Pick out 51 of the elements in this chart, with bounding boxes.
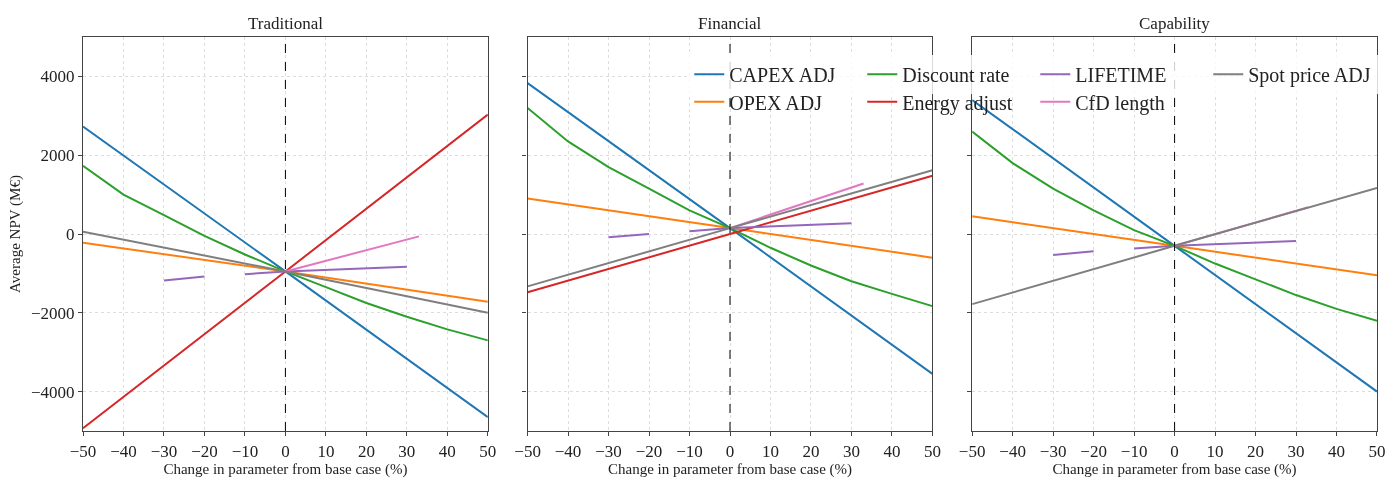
x-tick-label: −40 — [999, 441, 1026, 461]
x-tick-label: 20 — [1247, 441, 1265, 461]
x-tick-label: −50 — [958, 441, 986, 461]
x-tick-label: 0 — [281, 441, 290, 461]
x-tick-label: 10 — [761, 441, 779, 461]
y-tick-label: 0 — [66, 224, 75, 244]
x-tick-label: 50 — [1368, 441, 1386, 461]
x-tick-label: −10 — [231, 441, 259, 461]
x-tick-label: −20 — [1080, 441, 1107, 461]
y-tick-label: −2000 — [30, 303, 75, 323]
y-axis-title: Average NPV (M€) — [7, 175, 25, 293]
x-tick-label: 30 — [398, 441, 416, 461]
x-tick-label: −10 — [1120, 441, 1148, 461]
y-tick-label: 4000 — [40, 67, 75, 87]
line-series — [83, 164, 488, 342]
x-tick-label: −50 — [514, 441, 541, 461]
x-tick-label: −30 — [1039, 441, 1067, 461]
x-tick-label: −50 — [69, 441, 97, 461]
x-tick-label: 10 — [317, 441, 335, 461]
x-tick-label: 50 — [923, 441, 941, 461]
x-tick-label: 0 — [725, 441, 735, 461]
x-tick-label: −20 — [191, 441, 218, 461]
x-tick-label: 20 — [357, 441, 375, 461]
x-tick-label: 0 — [1170, 441, 1179, 461]
x-axis-title: Change in parameter from base case (%) — [607, 460, 853, 478]
x-tick-label: −20 — [635, 441, 663, 461]
y-tick-label: 2000 — [40, 146, 75, 166]
x-axis-title: Change in parameter from base case (%) — [163, 460, 408, 478]
x-tick-label: 40 — [883, 441, 901, 461]
x-tick-label: −30 — [595, 441, 622, 461]
legend-label: Discount rate — [902, 64, 1010, 87]
chart-title: Capability — [1139, 14, 1211, 33]
x-axis-title: Change in parameter from base case (%) — [1052, 460, 1297, 478]
chart-title: Financial — [698, 14, 762, 33]
x-tick-label: 30 — [842, 441, 860, 461]
y-tick-label: −4000 — [30, 382, 75, 402]
x-tick-label: −40 — [554, 441, 582, 461]
x-tick-label: 30 — [1287, 441, 1305, 461]
x-tick-label: 40 — [1328, 441, 1346, 461]
x-tick-label: 10 — [1206, 441, 1224, 461]
x-tick-label: −30 — [150, 441, 178, 461]
x-tick-label: 40 — [438, 441, 456, 461]
legend-label: LIFETIME — [1075, 64, 1167, 87]
chart-title: Traditional — [248, 14, 324, 33]
legend-label: Spot price ADJ — [1248, 64, 1371, 88]
legend-label: CfD length — [1075, 91, 1165, 115]
x-tick-label: −10 — [676, 441, 703, 461]
legend-label: CAPEX ADJ — [729, 64, 836, 87]
x-tick-label: −40 — [110, 441, 137, 461]
x-tick-label: 50 — [479, 441, 497, 461]
x-tick-label: 20 — [802, 441, 820, 461]
